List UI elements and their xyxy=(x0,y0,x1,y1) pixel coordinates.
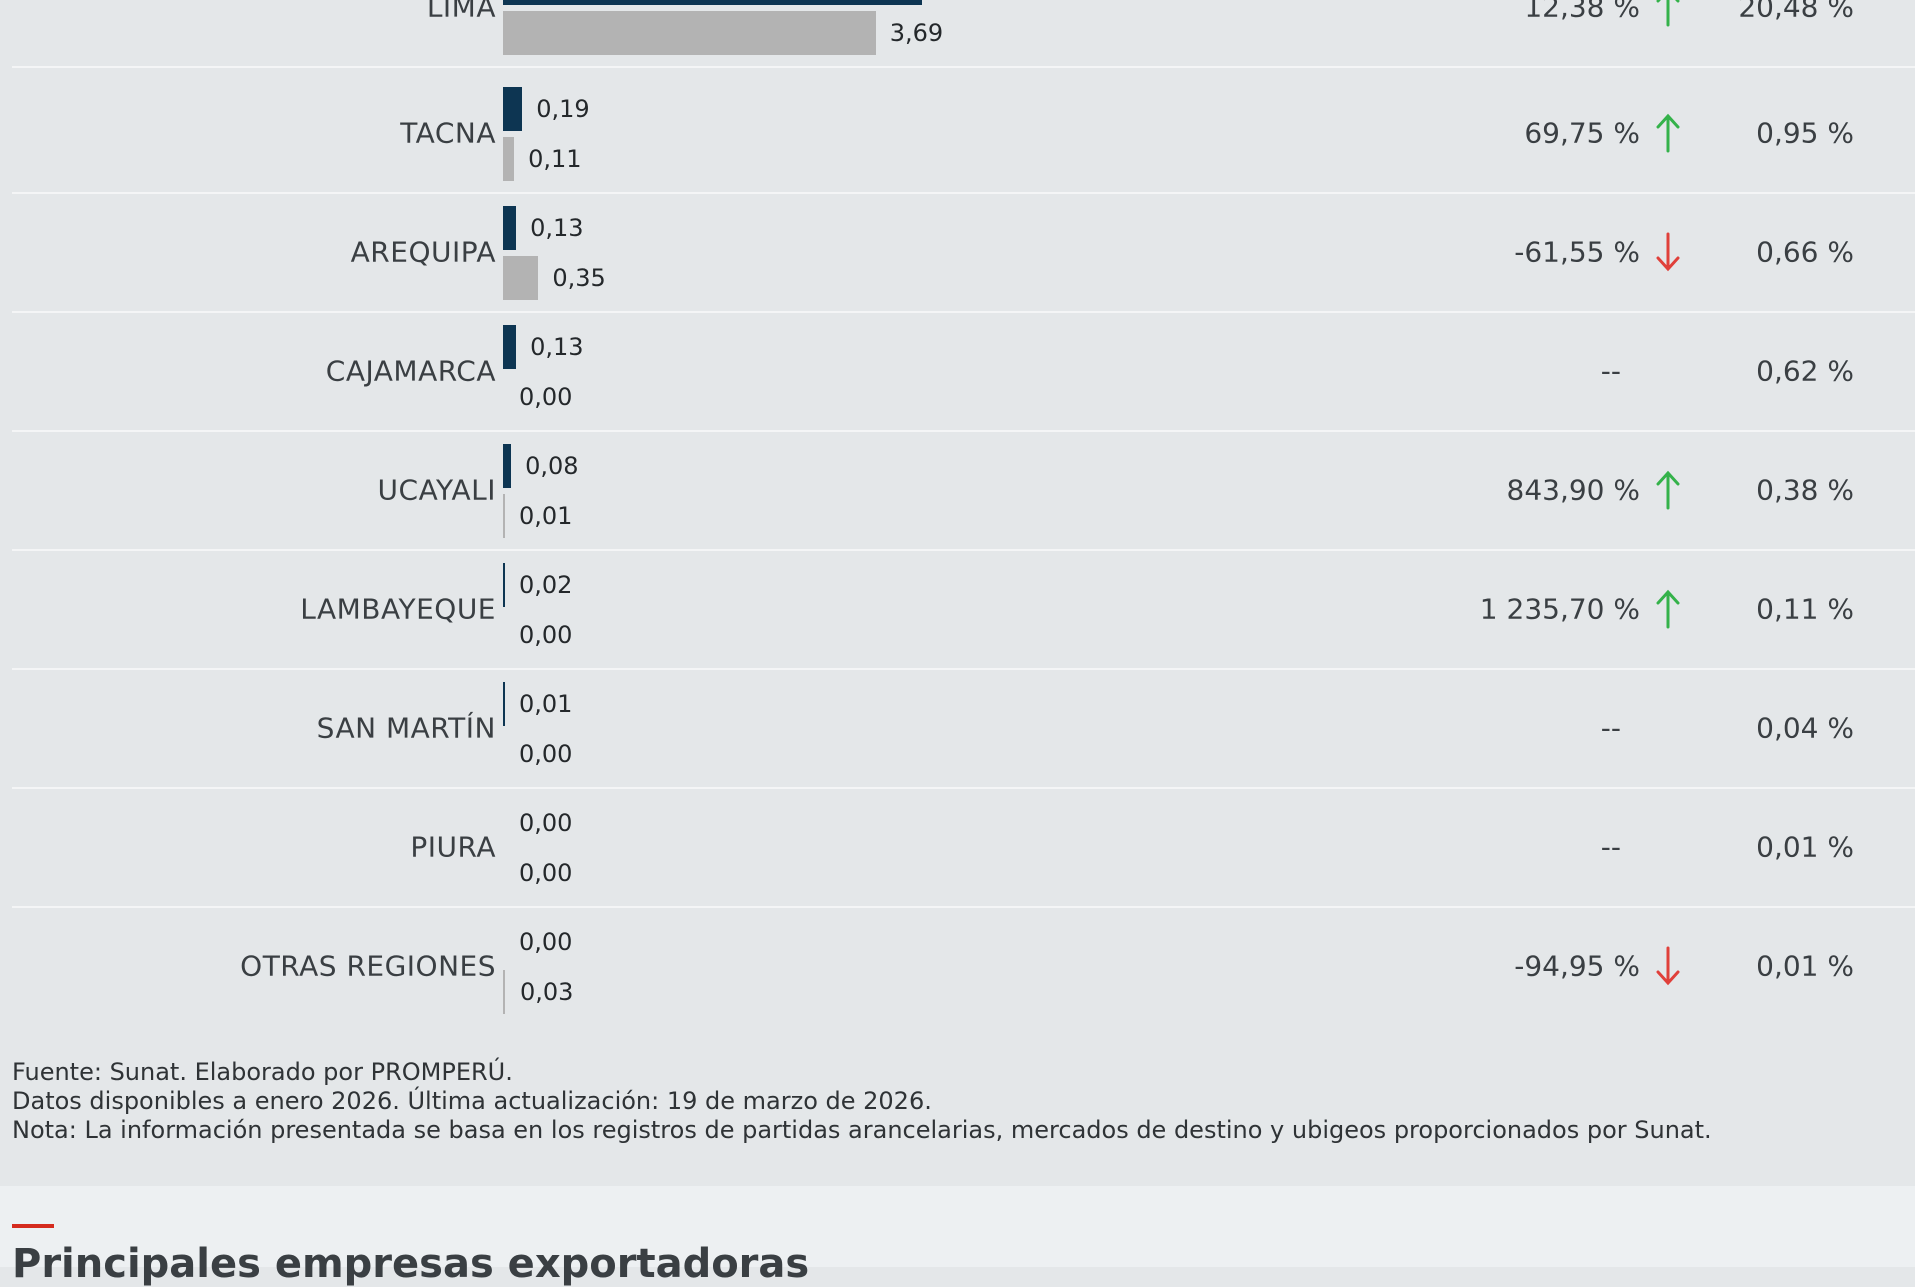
region-row: UCAYALI 0,08 0,01 843,90 % 0,38 % xyxy=(12,431,1915,551)
share-percentage: 20,48 % xyxy=(1738,0,1854,24)
variation-value: -- xyxy=(1600,354,1621,388)
variation-value: -94,95 % xyxy=(1514,949,1640,983)
region-row: OTRAS REGIONES 0,00 0,03 -94,95 % 0,01 % xyxy=(12,907,1915,1025)
region-label: UCAYALI xyxy=(377,473,496,507)
region-row: TACNA 0,19 0,11 69,75 % 0,95 % xyxy=(12,74,1915,194)
share-percentage: 0,01 % xyxy=(1756,949,1854,983)
share-percentage: 0,01 % xyxy=(1756,830,1854,864)
current-period-bar xyxy=(503,0,922,5)
current-value-label: 0,00 xyxy=(519,928,573,956)
share-percentage: 0,04 % xyxy=(1756,711,1854,745)
share-percentage: 0,38 % xyxy=(1756,473,1854,507)
previous-value-label: 0,03 xyxy=(520,978,574,1006)
arrow-up-icon xyxy=(1656,589,1680,629)
current-value-label: 0,00 xyxy=(519,809,573,837)
region-row: AREQUIPA 0,13 0,35 -61,55 % 0,66 % xyxy=(12,193,1915,313)
region-row: LAMBAYEQUE 0,02 0,00 1 235,70 % 0,11 % xyxy=(12,550,1915,670)
region-row: LIMA 3,69 12,38 % 20,48 % xyxy=(12,0,1915,68)
current-period-bar xyxy=(503,682,505,726)
arrow-up-icon xyxy=(1656,470,1680,510)
region-row: PIURA 0,00 0,00 -- 0,01 % xyxy=(12,788,1915,908)
current-value-label: 0,13 xyxy=(530,333,584,361)
methodology-note: Nota: La información presentada se basa … xyxy=(12,1116,1712,1144)
current-value-label: 0,13 xyxy=(530,214,584,242)
region-row: CAJAMARCA 0,13 0,00 -- 0,62 % xyxy=(12,312,1915,432)
current-value-label: 0,19 xyxy=(536,95,590,123)
share-percentage: 0,11 % xyxy=(1756,592,1854,626)
current-value-label: 0,08 xyxy=(525,452,579,480)
variation-value: -- xyxy=(1600,830,1621,864)
region-label: CAJAMARCA xyxy=(325,354,496,388)
share-percentage: 0,95 % xyxy=(1756,116,1854,150)
current-period-bar xyxy=(503,87,523,131)
current-period-bar xyxy=(503,206,517,250)
region-label: TACNA xyxy=(400,116,496,150)
section-title: Principales empresas exportadoras xyxy=(12,1241,810,1287)
region-label: OTRAS REGIONES xyxy=(240,949,496,983)
arrow-down-icon xyxy=(1656,232,1680,272)
share-percentage: 0,66 % xyxy=(1756,235,1854,269)
data-availability-note: Datos disponibles a enero 2026. Última a… xyxy=(12,1087,932,1115)
variation-value: 1 235,70 % xyxy=(1479,592,1640,626)
previous-value-label: 0,01 xyxy=(519,502,573,530)
current-period-bar xyxy=(503,444,512,488)
section-accent-line xyxy=(12,1224,54,1228)
arrow-up-icon xyxy=(1656,113,1680,153)
previous-period-bar xyxy=(503,256,539,300)
arrow-down-icon xyxy=(1656,946,1680,986)
variation-value: -61,55 % xyxy=(1514,235,1640,269)
current-value-label: 0,01 xyxy=(519,690,573,718)
region-label: LIMA xyxy=(426,0,496,24)
variation-value: 843,90 % xyxy=(1506,473,1640,507)
variation-value: -- xyxy=(1600,711,1621,745)
region-label: AREQUIPA xyxy=(350,235,496,269)
variation-value: 12,38 % xyxy=(1524,0,1640,24)
previous-period-bar xyxy=(503,137,515,181)
previous-period-bar xyxy=(503,11,876,55)
current-value-label: 0,02 xyxy=(519,571,573,599)
previous-value-label: 0,00 xyxy=(519,621,573,649)
previous-period-bar xyxy=(503,970,505,1014)
region-label: SAN MARTÍN xyxy=(316,711,496,745)
share-percentage: 0,62 % xyxy=(1756,354,1854,388)
variation-value: 69,75 % xyxy=(1524,116,1640,150)
previous-value-label: 0,00 xyxy=(519,859,573,887)
previous-value-label: 0,00 xyxy=(519,740,573,768)
current-period-bar xyxy=(503,563,505,607)
arrow-up-icon xyxy=(1656,0,1680,27)
current-period-bar xyxy=(503,325,517,369)
region-label: PIURA xyxy=(410,830,496,864)
source-note: Fuente: Sunat. Elaborado por PROMPERÚ. xyxy=(12,1058,513,1086)
previous-value-label: 0,11 xyxy=(528,145,582,173)
previous-period-bar xyxy=(503,494,505,538)
region-label: LAMBAYEQUE xyxy=(300,592,496,626)
region-row: SAN MARTÍN 0,01 0,00 -- 0,04 % xyxy=(12,669,1915,789)
previous-value-label: 3,69 xyxy=(889,19,944,47)
previous-value-label: 0,35 xyxy=(552,264,606,292)
previous-value-label: 0,00 xyxy=(519,383,573,411)
chart-footer: Fuente: Sunat. Elaborado por PROMPERÚ. D… xyxy=(12,1058,1712,1145)
next-section-header: Principales empresas exportadoras xyxy=(0,1186,1915,1287)
